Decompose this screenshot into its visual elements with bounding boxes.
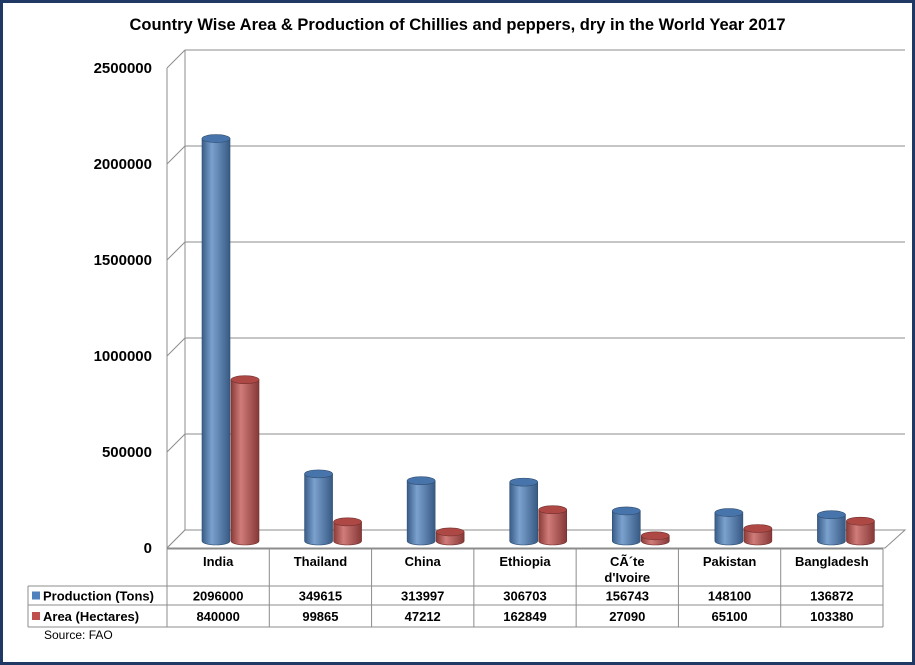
- bar-top-production: [817, 510, 846, 520]
- bar-production: [509, 481, 539, 546]
- source-note: Source: FAO: [44, 628, 113, 642]
- x-tick-label: Thailand: [294, 554, 348, 569]
- bar-top-production: [304, 469, 333, 479]
- bar-production: [817, 514, 846, 546]
- chart-title: Country Wise Area & Production of Chilli…: [129, 16, 786, 34]
- bar-production: [406, 480, 436, 546]
- bar-top-area: [846, 516, 875, 526]
- data-label: 27090: [609, 609, 645, 624]
- data-label: 148100: [708, 589, 751, 604]
- data-label: 156743: [606, 589, 649, 604]
- y-tick-label: 1500000: [94, 252, 152, 269]
- data-label: 840000: [196, 609, 239, 624]
- y-tick-label: 1000000: [94, 348, 152, 365]
- bar-top-production: [406, 476, 436, 486]
- bar-top-area: [743, 524, 773, 533]
- legend-label: Production (Tons): [43, 589, 154, 604]
- bar-top-area: [230, 375, 260, 385]
- gridline-side: [166, 145, 186, 165]
- data-label: 136872: [810, 589, 853, 604]
- bar-area: [538, 509, 568, 546]
- data-label: 65100: [711, 609, 747, 624]
- bar-top-production: [201, 134, 231, 143]
- bar-area: [333, 521, 362, 546]
- bar-top-area: [333, 517, 362, 527]
- x-tick-label: India: [203, 554, 234, 569]
- data-label: 47212: [405, 609, 441, 624]
- bar-area: [743, 528, 773, 546]
- data-label: 99865: [302, 609, 338, 624]
- data-label: 162849: [503, 609, 546, 624]
- bar-top-area: [435, 527, 465, 537]
- data-label: 103380: [810, 609, 853, 624]
- gridline-side: [166, 49, 186, 69]
- bar-top-production: [714, 508, 744, 517]
- legend-label: Area (Hectares): [43, 609, 139, 624]
- y-tick-label: 2500000: [94, 60, 152, 77]
- x-tick-label: Ethiopia: [499, 554, 551, 569]
- bar-top-area: [538, 505, 568, 515]
- data-label: 313997: [401, 589, 444, 604]
- gridline-side: [166, 337, 186, 357]
- legend-key-production: [32, 591, 40, 600]
- y-tick-label: 2000000: [94, 156, 152, 173]
- bar-area: [230, 379, 260, 546]
- gridline-side: [166, 433, 186, 453]
- gridline-side: [166, 241, 186, 261]
- data-label: 2096000: [193, 589, 244, 604]
- x-tick-label: China: [405, 554, 442, 569]
- bar-production: [304, 473, 333, 546]
- y-tick-label: 0: [144, 540, 152, 557]
- x-tick-label: Bangladesh: [795, 554, 869, 569]
- x-tick-label: d'Ivoire: [604, 570, 650, 585]
- bar-production: [201, 138, 231, 546]
- bar-area: [846, 520, 875, 546]
- bar-top-area: [640, 531, 670, 541]
- y-tick-label: 500000: [102, 444, 152, 461]
- bar-top-production: [611, 506, 641, 516]
- legend-key-area: [32, 612, 40, 620]
- data-label: 349615: [299, 589, 342, 604]
- bar-production: [714, 512, 744, 546]
- x-tick-label: CÃ´te: [610, 554, 645, 569]
- bar-production: [611, 510, 641, 546]
- x-tick-label: Pakistan: [703, 554, 757, 569]
- data-label: 306703: [503, 589, 546, 604]
- bar-top-production: [509, 477, 539, 487]
